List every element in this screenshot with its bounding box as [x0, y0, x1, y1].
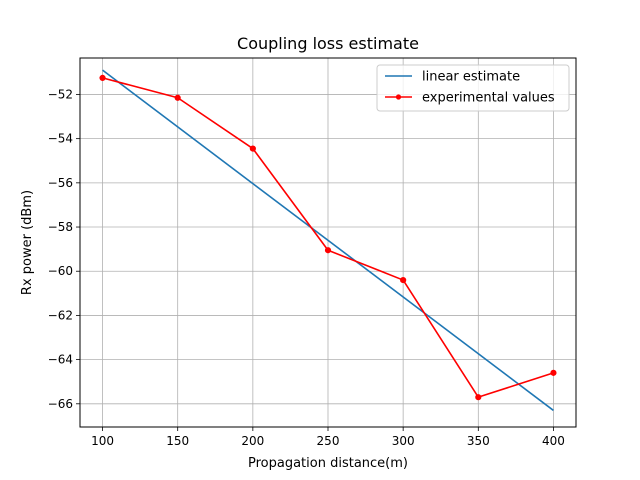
y-tick-label: −66	[48, 397, 73, 411]
data-point	[550, 369, 557, 376]
y-tick-label: −60	[48, 264, 73, 278]
y-tick-label: −58	[48, 220, 73, 234]
y-tick-label: −54	[48, 132, 73, 146]
y-tick-label: −56	[48, 176, 73, 190]
data-point	[324, 247, 332, 254]
legend-box	[376, 64, 570, 112]
x-tick-label: 350	[467, 434, 490, 448]
data-point	[475, 394, 482, 401]
data-point	[249, 145, 256, 152]
x-axis-label: Propagation distance(m)	[248, 456, 408, 471]
x-tick-label: 200	[241, 434, 264, 448]
y-tick-label: −52	[48, 87, 73, 101]
x-tick-label: 300	[392, 434, 415, 448]
grid	[80, 58, 576, 427]
y-axis-ticks: −66 −64 −62 −60 −58 −56 −54 −52	[48, 87, 80, 411]
series-line-1	[102, 69, 554, 412]
data-point	[174, 94, 181, 101]
legend-marker	[395, 94, 402, 100]
x-tick-label: 150	[166, 434, 189, 448]
x-tick-label: 250	[317, 434, 340, 448]
legend-label: linear estimate	[422, 70, 520, 85]
legend-label: experimental values	[422, 91, 555, 106]
data-point	[400, 276, 407, 284]
x-tick-label: 400	[542, 434, 565, 448]
y-tick-label: −62	[48, 308, 73, 322]
legend: linear estimate experimental values	[376, 64, 570, 112]
y-axis-label: Rx power (dBm)	[20, 190, 35, 295]
chart-title: Coupling loss estimate	[237, 34, 419, 53]
series-layer	[99, 69, 557, 412]
x-axis-ticks: 100 150 200 250 300 350 400	[91, 427, 565, 448]
x-tick-label: 100	[91, 434, 114, 448]
data-point	[99, 74, 106, 81]
y-tick-label: −64	[48, 353, 73, 367]
